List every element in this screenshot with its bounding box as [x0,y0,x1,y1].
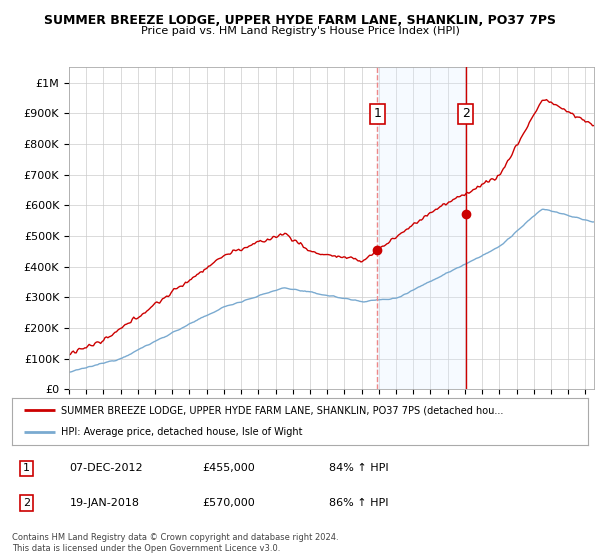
Text: Contains HM Land Registry data © Crown copyright and database right 2024.
This d: Contains HM Land Registry data © Crown c… [12,533,338,553]
Text: 2: 2 [462,108,470,120]
Text: SUMMER BREEZE LODGE, UPPER HYDE FARM LANE, SHANKLIN, PO37 7PS: SUMMER BREEZE LODGE, UPPER HYDE FARM LAN… [44,14,556,27]
Text: HPI: Average price, detached house, Isle of Wight: HPI: Average price, detached house, Isle… [61,427,302,437]
Text: 07-DEC-2012: 07-DEC-2012 [70,463,143,473]
Text: SUMMER BREEZE LODGE, UPPER HYDE FARM LANE, SHANKLIN, PO37 7PS (detached hou...: SUMMER BREEZE LODGE, UPPER HYDE FARM LAN… [61,405,503,416]
Text: 84% ↑ HPI: 84% ↑ HPI [329,463,388,473]
Bar [377,67,466,389]
Text: 1: 1 [374,108,382,120]
Text: Price paid vs. HM Land Registry's House Price Index (HPI): Price paid vs. HM Land Registry's House … [140,26,460,36]
Text: £455,000: £455,000 [202,463,255,473]
Text: 2: 2 [23,498,30,508]
Text: 19-JAN-2018: 19-JAN-2018 [70,498,140,508]
Text: £570,000: £570,000 [202,498,255,508]
Text: 1: 1 [23,463,30,473]
Text: 86% ↑ HPI: 86% ↑ HPI [329,498,388,508]
